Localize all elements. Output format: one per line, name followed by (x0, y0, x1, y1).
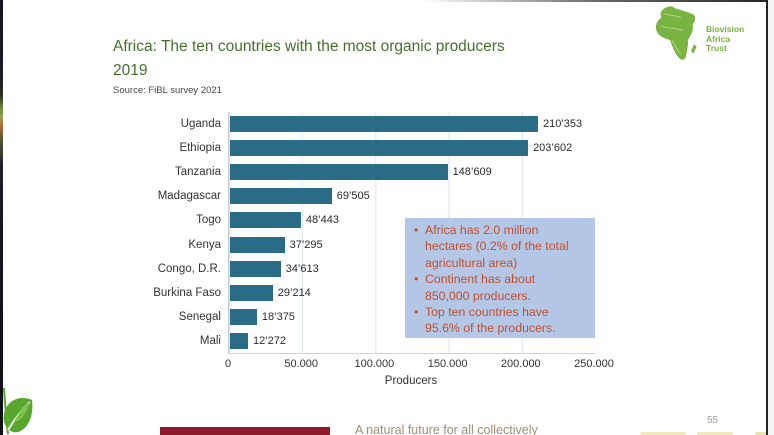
category-label: Ethiopia (179, 142, 221, 155)
slide-title-year: 2019 (113, 62, 148, 79)
bar (230, 308, 257, 325)
x-tick-label: 100.000 (354, 358, 395, 370)
bar (230, 236, 285, 253)
biovision-line1: Biovision (706, 24, 745, 34)
chart-row: Ethiopia 203’602 (140, 136, 610, 160)
value-label: 37’295 (289, 238, 323, 251)
footer-tagline: A natural future for all collectively (355, 423, 538, 435)
value-label: 29’214 (277, 286, 311, 299)
biovision-wordmark: Biovision Africa Trust (706, 24, 745, 61)
bar-track: 69’505 (229, 184, 595, 208)
x-tick-label: 250.000 (574, 358, 614, 370)
bar-track: 48’443 (229, 208, 595, 232)
slide-title: Africa: The ten countries with the most … (113, 38, 505, 55)
footer-smudge (640, 432, 686, 435)
bar-track: 18’375 (229, 305, 595, 329)
biovision-line3: Trust (706, 43, 727, 53)
leaf-icon (3, 388, 33, 435)
bar-track: 29’214 (229, 281, 595, 305)
x-tick-label: 200.000 (500, 358, 541, 370)
biovision-line2: Africa (706, 33, 731, 44)
chart-row: Togo 48’443 (140, 208, 610, 232)
bar-track: 12’272 (229, 329, 595, 353)
chart-row: Uganda 210’353 (140, 112, 610, 136)
category-label: Senegal (178, 310, 221, 323)
x-tick-label: 150.000 (427, 358, 468, 370)
category-label: Mali (199, 334, 221, 347)
value-label: 48’443 (305, 214, 339, 227)
bar-track: 148’609 (229, 160, 595, 184)
category-label: Madagascar (157, 190, 221, 203)
bar (230, 212, 301, 229)
footer-red-bar (160, 427, 330, 435)
bar (230, 188, 332, 205)
value-label: 12’272 (252, 334, 286, 347)
bar (230, 284, 273, 301)
chart-row: Senegal 18’375 (140, 305, 610, 329)
eoa-logo: EOA (0, 386, 140, 435)
category-label: Togo (196, 214, 221, 227)
bar (230, 164, 448, 181)
chart-row: Burkina Faso 29’214 (140, 281, 610, 305)
value-label: 69’505 (336, 190, 370, 203)
chart-row: Congo, D.R. 34’613 (140, 257, 610, 281)
africa-map-icon (655, 6, 697, 60)
title-block: Africa: The ten countries with the most … (113, 36, 613, 96)
x-axis-ticks: 0 50.000 100.000 150.000 200.000 250.000 (224, 358, 614, 372)
value-label: 34’613 (285, 262, 319, 275)
x-tick-label: 50.000 (284, 358, 319, 370)
right-edge-line (766, 0, 768, 435)
footer-smudge (755, 432, 771, 435)
value-label: 18’375 (261, 310, 295, 323)
category-label: Kenya (188, 238, 221, 251)
bar-track: 37’295 (229, 232, 595, 256)
chart-row: Madagascar 69’505 (140, 184, 610, 208)
bar (230, 116, 538, 133)
top-edge-line (0, 0, 768, 2)
chart-row: Kenya 37’295 (140, 232, 610, 256)
bar-track: 34’613 (229, 257, 595, 281)
bar (230, 332, 248, 349)
bar-track: 203’602 (229, 136, 595, 160)
category-label: Congo, D.R. (157, 262, 221, 275)
value-label: 210’353 (542, 118, 583, 131)
category-label: Uganda (180, 118, 221, 131)
chart-row: Mali 12’272 (140, 329, 610, 353)
bar (230, 260, 281, 277)
footer-smudge (697, 432, 733, 435)
category-label: Burkina Faso (153, 286, 221, 299)
value-label: 203’602 (533, 142, 573, 155)
chart-row: Tanzania 148’609 (140, 160, 610, 184)
x-axis-label: Producers (384, 375, 438, 387)
x-tick-label: 0 (224, 358, 232, 370)
left-edge-strip (0, 0, 3, 435)
source-note: Source: FiBL survey 2021 (113, 85, 222, 96)
right-edge-pad (768, 0, 774, 435)
biovision-logo: Biovision Africa Trust (650, 5, 744, 61)
bar (230, 140, 529, 157)
bar-track: 210’353 (229, 112, 595, 136)
value-label: 148’609 (452, 166, 492, 179)
page-number: 55 (707, 415, 719, 426)
category-label: Tanzania (174, 166, 221, 179)
chart-rows: Uganda 210’353 Ethiopia 203’602 Tanzania 148’… (140, 112, 610, 353)
